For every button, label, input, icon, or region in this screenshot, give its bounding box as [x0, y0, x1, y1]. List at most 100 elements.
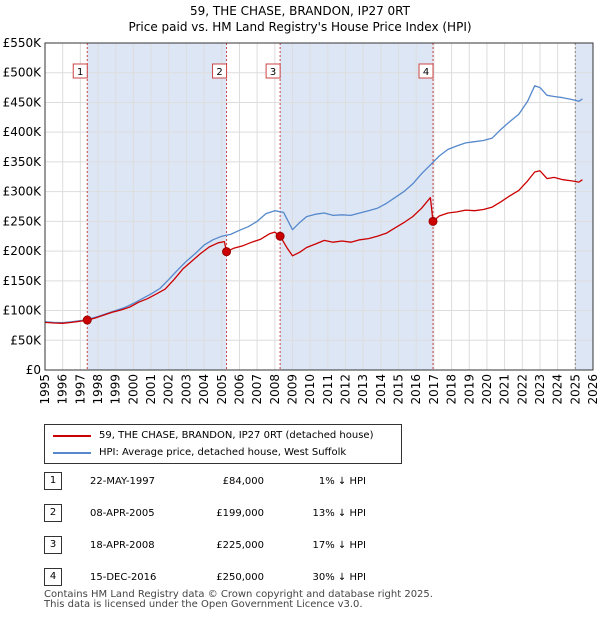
- sale-marker-label: 2: [216, 67, 222, 78]
- chart-title: 59, THE CHASE, BRANDON, IP27 0RT: [190, 4, 410, 18]
- shaded-range: [575, 43, 593, 370]
- sale-date: 08-APR-2005: [90, 508, 155, 519]
- legend-label-property: 59, THE CHASE, BRANDON, IP27 0RT (detach…: [99, 430, 374, 441]
- sale-price: £84,000: [222, 476, 264, 487]
- shaded-range: [280, 43, 434, 370]
- x-tick-label: 2006: [232, 374, 246, 405]
- sale-hpi-diff: 13% ↓ HPI: [312, 508, 366, 519]
- x-tick-label: 1995: [38, 374, 52, 405]
- y-tick-label: £200K: [3, 244, 43, 258]
- y-tick-label: £250K: [3, 214, 43, 228]
- footer-attribution: Contains HM Land Registry data © Crown c…: [44, 590, 433, 610]
- plot-frame: [44, 42, 594, 371]
- shaded-range: [87, 43, 227, 370]
- sale-point: [428, 216, 438, 226]
- x-tick-label: 2022: [515, 374, 529, 405]
- x-tick-label: 1998: [91, 374, 105, 405]
- sale-point: [82, 315, 92, 325]
- footer-licence: This data is licensed under the Open Gov…: [44, 599, 363, 610]
- x-tick-label: 2014: [374, 374, 388, 405]
- x-tick-label: 2005: [215, 374, 229, 405]
- sale-hpi-diff: 1% ↓ HPI: [318, 476, 366, 487]
- sale-date: 15-DEC-2016: [90, 572, 157, 583]
- y-tick-label: £450K: [3, 95, 43, 109]
- legend-label-hpi: HPI: Average price, detached house, West…: [99, 447, 347, 458]
- chart-title-block: 59, THE CHASE, BRANDON, IP27 0RT Price p…: [0, 3, 600, 35]
- sale-date: 18-APR-2008: [90, 540, 155, 551]
- x-tick-label: 2021: [498, 374, 512, 405]
- sale-marker-box: [212, 63, 228, 79]
- sale-marker-box: [72, 63, 88, 79]
- x-tick-label: 2025: [568, 374, 582, 405]
- y-tick-label: £350K: [3, 155, 43, 169]
- footer-copyright: Contains HM Land Registry data © Crown c…: [44, 589, 433, 600]
- x-tick-label: 2023: [533, 374, 547, 405]
- x-tick-label: 2019: [462, 374, 476, 405]
- hpi-line: [44, 85, 583, 324]
- x-tick-label: 2009: [285, 374, 299, 405]
- x-tick-label: 2018: [445, 374, 459, 405]
- sale-price: £199,000: [216, 508, 264, 519]
- sale-marker-box: [265, 63, 281, 79]
- x-tick-label: 2001: [144, 374, 158, 405]
- sale-point: [222, 247, 232, 257]
- y-tick-label: £300K: [3, 185, 43, 199]
- x-tick-label: 2004: [197, 374, 211, 405]
- table-row: 4 15-DEC-2016 £250,000 30% ↓ HPI: [44, 568, 404, 586]
- sale-price: £225,000: [216, 540, 264, 551]
- y-tick-label: £550K: [3, 36, 43, 50]
- sale-number-badge: 2: [44, 504, 62, 522]
- x-tick-label: 2013: [356, 374, 370, 405]
- sale-marker-label: 4: [423, 67, 429, 78]
- x-tick-label: 2017: [427, 374, 441, 405]
- legend-swatch-property: [53, 435, 91, 437]
- sale-price: £250,000: [216, 572, 264, 583]
- chart-subtitle: Price paid vs. HM Land Registry's House …: [128, 20, 472, 34]
- legend-swatch-hpi: [53, 452, 91, 454]
- x-tick-label: 2002: [162, 374, 176, 405]
- x-tick-label: 1999: [109, 374, 123, 405]
- series-lines: [44, 85, 583, 324]
- x-tick-label: 2000: [126, 374, 140, 405]
- x-tick-label: 2007: [250, 374, 264, 405]
- table-row: 3 18-APR-2008 £225,000 17% ↓ HPI: [44, 536, 404, 554]
- x-axis-ticks: 1995 1996 1997 1998 1999 2000 2001 2002 2003 2004…: [38, 374, 600, 405]
- y-axis-ticks: £0 £50K £100K £150K £200K £250K £300K £350K £400…: [3, 36, 43, 377]
- x-tick-label: 2015: [392, 374, 406, 405]
- sale-points: [82, 216, 438, 325]
- legend: 59, THE CHASE, BRANDON, IP27 0RT (detach…: [44, 424, 402, 464]
- x-tick-label: 2011: [321, 374, 335, 405]
- sale-marker-box: [418, 63, 434, 79]
- sale-marker-label: 3: [270, 67, 276, 78]
- sale-hpi-diff: 17% ↓ HPI: [312, 540, 366, 551]
- property-price-line: [44, 170, 583, 324]
- y-tick-label: £0: [26, 363, 41, 377]
- y-tick-label: £50K: [10, 333, 42, 347]
- table-row: 1 22-MAY-1997 £84,000 1% ↓ HPI: [44, 472, 404, 490]
- x-tick-label: 2003: [179, 374, 193, 405]
- sale-date: 22-MAY-1997: [90, 476, 156, 487]
- y-tick-label: £150K: [3, 274, 43, 288]
- x-tick-label: 1997: [73, 374, 87, 405]
- sale-point: [275, 231, 285, 241]
- table-row: 2 08-APR-2005 £199,000 13% ↓ HPI: [44, 504, 404, 522]
- y-tick-label: £400K: [3, 125, 43, 139]
- x-tick-label: 2012: [339, 374, 353, 405]
- x-tick-label: 2026: [586, 374, 600, 405]
- x-tick-label: 2020: [480, 374, 494, 405]
- x-tick-label: 2010: [303, 374, 317, 405]
- sale-vertical-lines: [86, 43, 576, 370]
- y-tick-label: £100K: [3, 304, 43, 318]
- shaded-periods: [87, 43, 593, 370]
- sale-hpi-diff: 30% ↓ HPI: [312, 572, 366, 583]
- sale-markers: 1 2 3 4: [72, 63, 434, 79]
- sale-number-badge: 1: [44, 472, 62, 490]
- x-tick-label: 1996: [56, 374, 70, 405]
- x-tick-label: 2016: [409, 374, 423, 405]
- sale-number-badge: 3: [44, 536, 62, 554]
- sale-marker-label: 1: [77, 67, 83, 78]
- x-tick-label: 2008: [268, 374, 282, 405]
- x-tick-label: 2024: [551, 374, 565, 405]
- sale-number-badge: 4: [44, 568, 62, 586]
- price-chart: 1 2 3 4 £0 £50K £100K £150K £200K £250K £300K £350…: [3, 36, 600, 405]
